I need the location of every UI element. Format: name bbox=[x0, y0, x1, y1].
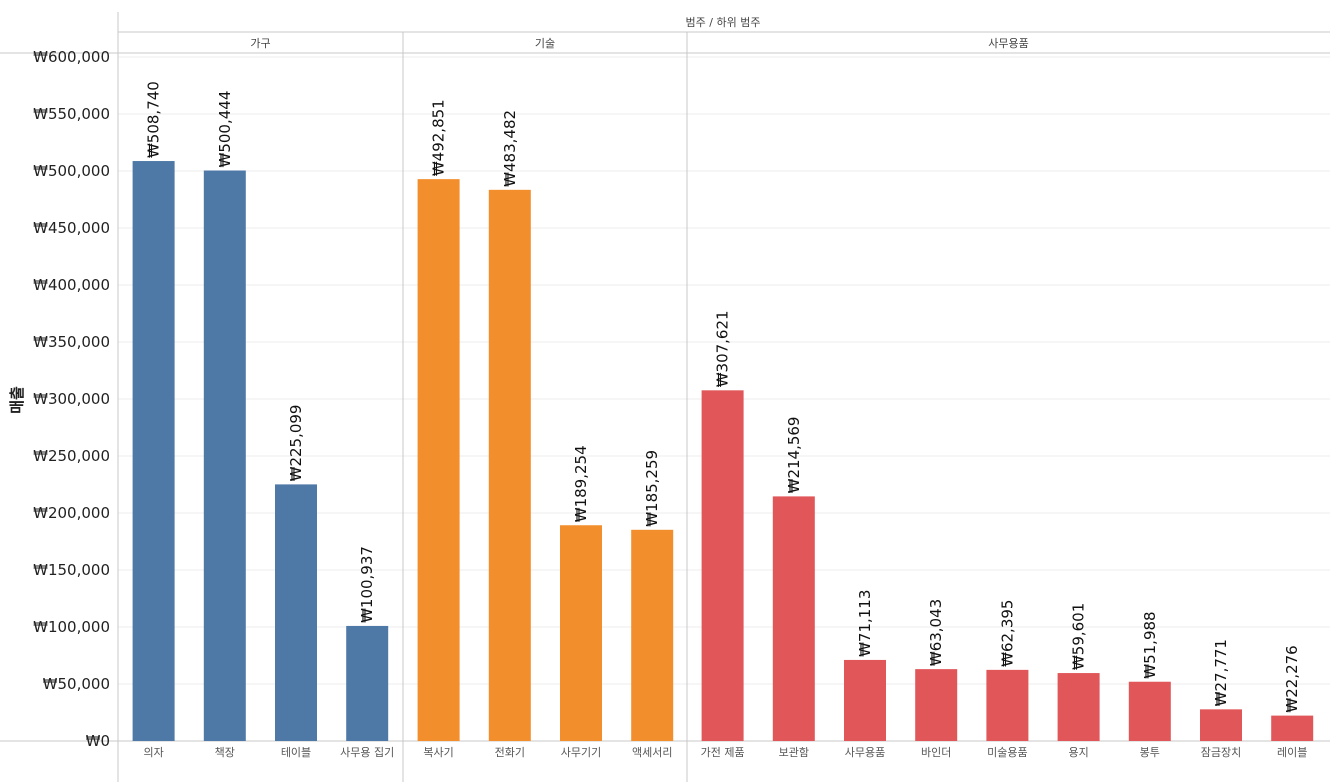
bar bbox=[772, 496, 815, 741]
y-axis-label: 매출 bbox=[8, 386, 26, 414]
bar-value-label: ₩189,254 bbox=[572, 445, 590, 522]
group-header: 기술 bbox=[535, 37, 555, 50]
bar-value-label: ₩71,113 bbox=[856, 590, 874, 657]
bar bbox=[631, 529, 674, 741]
category-label: 의자 bbox=[143, 746, 163, 759]
bars: ₩508,740 ₩500,444 ₩225,099 ₩100,937 ₩492,851… bbox=[132, 81, 1314, 742]
bar bbox=[417, 179, 460, 742]
bar bbox=[844, 659, 886, 741]
bar bbox=[488, 189, 531, 742]
bar bbox=[132, 161, 175, 742]
group-header: 가구 bbox=[250, 37, 270, 50]
category-label: 봉투 bbox=[1140, 746, 1160, 759]
y-tick-label: ₩500,000 bbox=[33, 162, 110, 180]
y-tick-label: ₩300,000 bbox=[33, 390, 110, 408]
bar-value-label: ₩214,569 bbox=[785, 417, 803, 494]
bar bbox=[1200, 709, 1242, 741]
bar bbox=[915, 669, 958, 741]
column-header-title: 범주 / 하위 범주 bbox=[686, 15, 761, 29]
y-tick-label: ₩200,000 bbox=[33, 504, 110, 522]
bar-value-label: ₩100,937 bbox=[358, 546, 376, 623]
y-tick-label: ₩250,000 bbox=[33, 447, 110, 465]
bar bbox=[986, 669, 1029, 741]
bar-value-label: ₩22,276 bbox=[1283, 645, 1301, 712]
bar-value-label: ₩500,444 bbox=[216, 91, 234, 168]
category-label: 사무용품 bbox=[845, 746, 885, 759]
y-tick-label: ₩100,000 bbox=[33, 618, 110, 636]
y-tick-label: ₩600,000 bbox=[33, 48, 110, 66]
category-label: 액세서리 bbox=[632, 746, 672, 759]
category-label: 전화기 bbox=[495, 746, 525, 759]
y-tick-label: ₩400,000 bbox=[33, 276, 110, 294]
y-tick-label: ₩50,000 bbox=[43, 675, 110, 693]
y-tick-label: ₩550,000 bbox=[33, 105, 110, 123]
bar-value-label: ₩225,099 bbox=[287, 405, 305, 482]
bar-value-label: ₩492,851 bbox=[430, 99, 448, 176]
bar-value-label: ₩483,482 bbox=[501, 110, 519, 187]
category-label: 바인더 bbox=[921, 746, 951, 759]
y-tick-label: ₩350,000 bbox=[33, 333, 110, 351]
bar-value-label: ₩51,988 bbox=[1141, 611, 1159, 678]
bar-value-label: ₩63,043 bbox=[927, 599, 945, 666]
category-label: 가전 제품 bbox=[701, 746, 745, 759]
category-label: 책장 bbox=[215, 746, 235, 759]
group-header: 사무용품 bbox=[988, 37, 1028, 50]
bar-value-label: ₩508,740 bbox=[145, 81, 163, 158]
bar-value-label: ₩307,621 bbox=[714, 310, 732, 387]
y-tick-label: ₩450,000 bbox=[33, 219, 110, 237]
category-labels: 의자 책장 테이블 사무용 집기 복사기 전화기 사무기기 액세서리 가전 제품 보관함 사무용품 바… bbox=[143, 746, 1307, 759]
category-label: 보관함 bbox=[779, 746, 809, 759]
bar-value-label: ₩185,259 bbox=[643, 450, 661, 527]
category-label: 잠금장치 bbox=[1201, 746, 1241, 759]
group-headers: 가구 기술 사무용품 bbox=[250, 37, 1028, 50]
y-tick-label: ₩0 bbox=[86, 732, 110, 750]
bar bbox=[701, 390, 744, 741]
category-label: 테이블 bbox=[281, 746, 311, 759]
bar bbox=[203, 170, 246, 741]
bar bbox=[346, 625, 389, 741]
bar bbox=[1271, 715, 1314, 741]
bar bbox=[275, 484, 317, 741]
bar bbox=[560, 525, 602, 741]
category-label: 미술용품 bbox=[987, 746, 1027, 759]
category-label: 복사기 bbox=[423, 746, 453, 759]
bar bbox=[1057, 673, 1100, 741]
bar-value-label: ₩62,395 bbox=[998, 600, 1016, 667]
category-label: 사무기기 bbox=[561, 746, 601, 759]
category-label: 레이블 bbox=[1277, 746, 1307, 759]
bar-value-label: ₩59,601 bbox=[1070, 603, 1088, 670]
y-axis-ticks: ₩0 ₩50,000 ₩100,000 ₩150,000 ₩200,000 ₩250,00… bbox=[33, 48, 110, 750]
y-tick-label: ₩150,000 bbox=[33, 561, 110, 579]
category-label: 용지 bbox=[1068, 746, 1088, 759]
category-label: 사무용 집기 bbox=[340, 746, 394, 759]
bar-value-label: ₩27,771 bbox=[1212, 639, 1230, 706]
bar bbox=[1128, 681, 1171, 741]
